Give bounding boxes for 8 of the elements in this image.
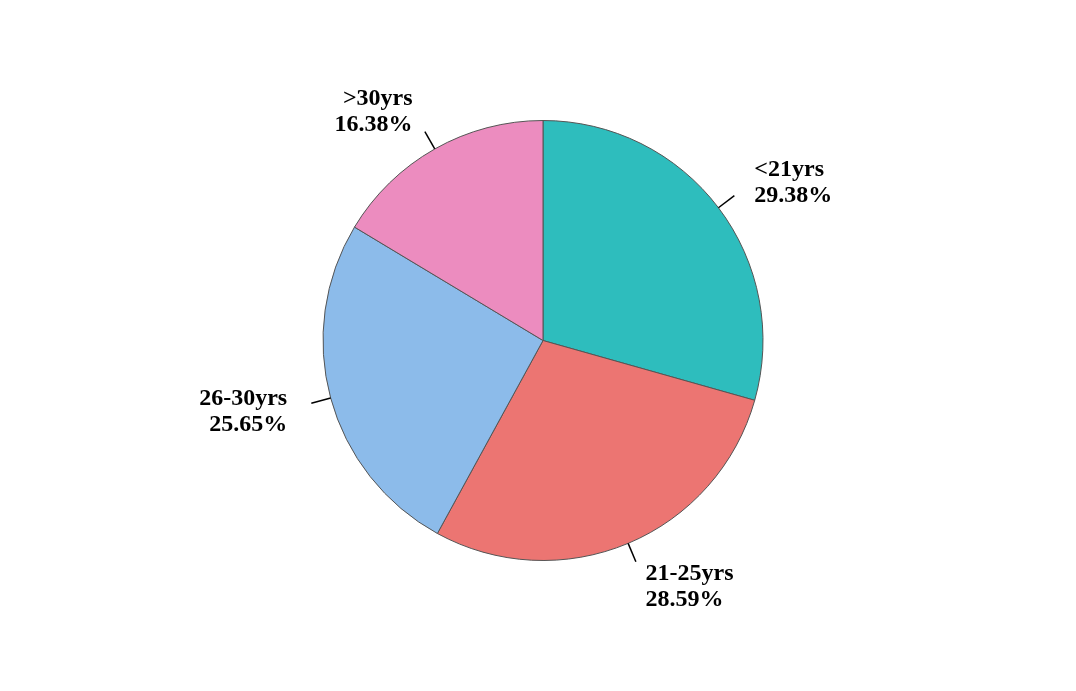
slice-label: 21-25yrs [645, 559, 734, 586]
data-label: 28.59% [645, 585, 724, 612]
data-label: 16.38% [334, 110, 413, 137]
slice-label: >30yrs [342, 84, 413, 111]
slice-label: <21yrs [754, 154, 824, 181]
data-label: 25.65% [209, 410, 288, 437]
data-label: 29.38% [754, 181, 833, 208]
slice-label: 26-30yrs [199, 383, 288, 410]
